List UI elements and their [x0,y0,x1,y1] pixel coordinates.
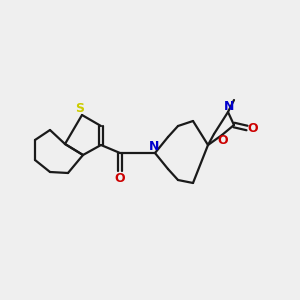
Text: O: O [115,172,125,184]
Text: N: N [149,140,159,154]
Text: S: S [76,101,85,115]
Text: N: N [224,100,234,112]
Text: O: O [248,122,258,134]
Text: O: O [218,134,228,148]
